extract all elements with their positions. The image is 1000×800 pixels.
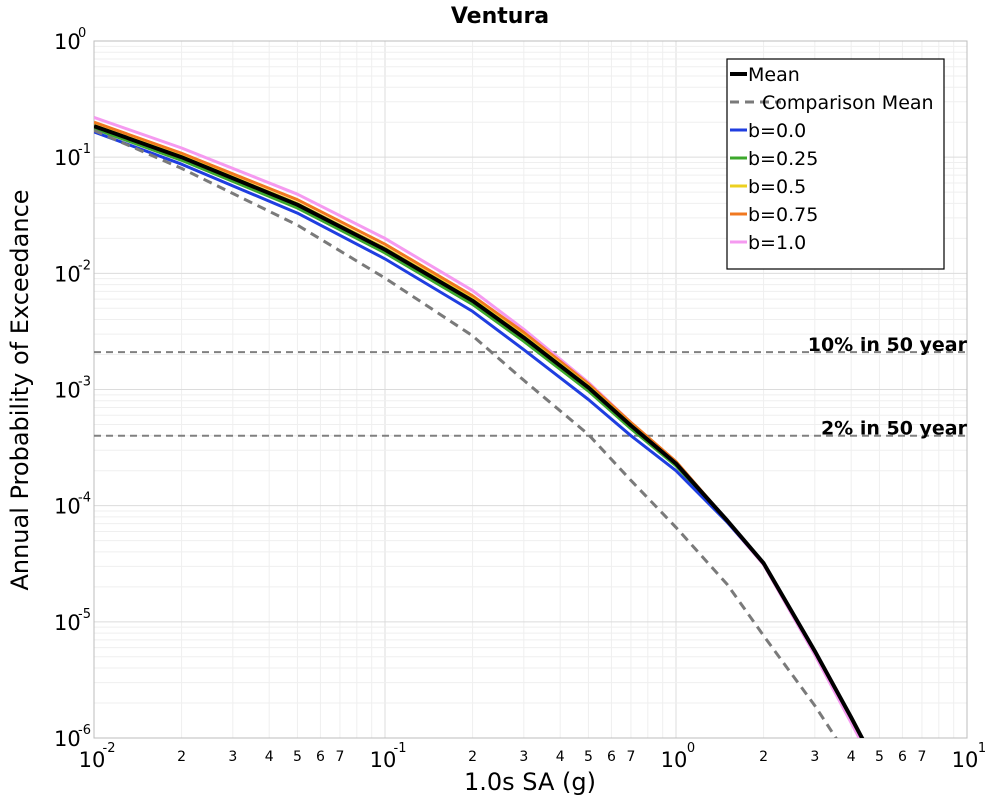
x-minor-tick-label: 4: [265, 749, 274, 765]
x-minor-tick-label: 2: [759, 749, 768, 765]
series-lines: [94, 115, 865, 738]
x-minor-tick-label: 2: [177, 749, 186, 765]
x-minor-tick-label: 5: [584, 749, 593, 765]
x-minor-tick-label: 6: [898, 749, 907, 765]
reference-lines: 10% in 50 year 2% in 50 year: [94, 334, 968, 440]
y-tick-exponent: -3: [78, 375, 91, 390]
y-tick-label: 10: [54, 727, 81, 751]
y-tick-exponent: -4: [78, 491, 91, 506]
x-tick-label: 10: [952, 748, 979, 772]
x-minor-tick-label: 4: [847, 749, 856, 765]
legend-item-label: b=1.0: [748, 232, 806, 254]
x-minor-tick-label: 6: [607, 749, 616, 765]
x-axis-label: 1.0s SA (g): [464, 768, 596, 796]
y-tick-exponent: 0: [78, 26, 86, 41]
x-minor-tick-label: 2: [468, 749, 477, 765]
x-minor-tick-label: 6: [316, 749, 325, 765]
x-minor-tick-label: 7: [335, 749, 344, 765]
x-minor-tick-label: 3: [810, 749, 819, 765]
y-tick-label: 10: [54, 146, 81, 170]
x-minor-tick-label: 5: [875, 749, 884, 765]
legend-box: [726, 58, 945, 270]
x-minor-tick-label: 3: [519, 749, 528, 765]
chart-title: Ventura: [451, 4, 549, 29]
legend-item-label: Mean: [748, 64, 800, 86]
plot-frame: [93, 40, 968, 739]
x-minor-tick-label: 4: [556, 749, 565, 765]
x-minor-tick-label: 3: [228, 749, 237, 765]
y-tick-exponent: -1: [78, 142, 91, 157]
x-tick-exponent: 0: [687, 741, 695, 756]
x-tick-label: 10: [661, 748, 688, 772]
x-tick-exponent: -2: [103, 741, 116, 756]
return-period-label: 2% in 50 year: [821, 418, 968, 440]
y-tick-label: 10: [54, 262, 81, 286]
y-tick-label: 10: [54, 611, 81, 635]
return-period-label: 10% in 50 year: [808, 334, 968, 356]
y-tick-exponent: -5: [78, 607, 91, 622]
series-line-mean: [94, 124, 865, 738]
legend-item-label: b=0.25: [748, 148, 818, 170]
y-tick-exponent: -6: [78, 723, 91, 738]
legend: Mean Comparison Mean b=0.0 b=0.25 b=0.5 b=0.7…: [726, 58, 945, 270]
x-minor-tick-label: 5: [293, 749, 302, 765]
x-tick-exponent: -1: [394, 741, 407, 756]
legend-item-label: b=0.5: [748, 176, 806, 198]
x-minor-tick-label: 7: [917, 749, 926, 765]
legend-item-label: b=0.75: [748, 204, 818, 226]
series-line-comparison-mean: [94, 129, 838, 738]
legend-item-label: b=0.0: [748, 120, 806, 142]
x-tick-label: 10: [370, 748, 397, 772]
y-tick-label: 10: [54, 495, 81, 519]
legend-item-label: Comparison Mean: [762, 92, 934, 114]
x-tick-exponent: 1: [978, 741, 986, 756]
x-tick-label: 10: [79, 748, 106, 772]
x-axis-ticks: 10-2 10-1 10 0 10 12 3 4 5 6 7 2 3 4 5 6 7 2 3 4 5 6 7: [79, 741, 987, 772]
x-minor-tick-label: 7: [626, 749, 635, 765]
y-tick-label: 10: [54, 379, 81, 403]
y-axis-label: Annual Probability of Exceedance: [6, 189, 34, 590]
y-tick-exponent: -2: [78, 258, 91, 273]
grid-lines: [94, 41, 967, 738]
y-tick-label: 10: [54, 30, 81, 54]
